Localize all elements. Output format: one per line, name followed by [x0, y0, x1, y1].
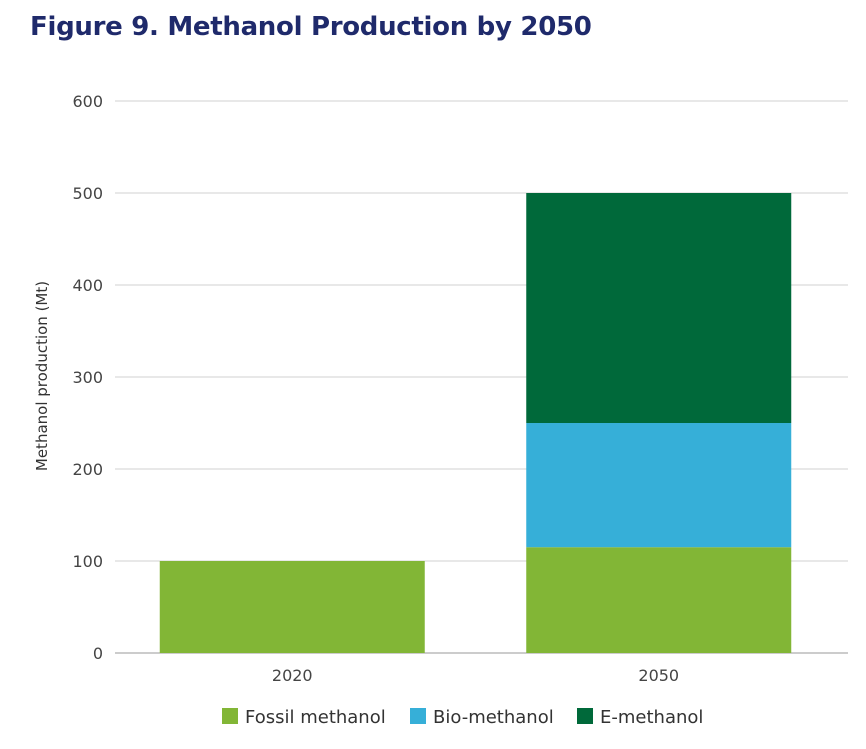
bar-bio-methanol-2050	[526, 423, 792, 548]
y-tick-label: 100	[72, 552, 103, 571]
y-tick-label: 200	[72, 460, 103, 479]
bar-fossil-methanol-2020	[159, 561, 425, 653]
legend-label: Fossil methanol	[245, 707, 386, 728]
legend-swatch	[410, 708, 426, 724]
bar-fossil-methanol-2050	[526, 547, 792, 653]
legend-swatch	[577, 708, 593, 724]
y-axis-ticks: 0 100 200 300 400 500 600	[72, 92, 103, 663]
legend-label: E-methanol	[600, 707, 703, 728]
legend-swatch	[222, 708, 238, 724]
x-axis-ticks: 2020 2050	[272, 666, 679, 685]
y-tick-label: 500	[72, 184, 103, 203]
bar-e-methanol-2050	[526, 193, 792, 423]
y-axis-label: Methanol production (Mt)	[33, 281, 51, 471]
chart-title: Figure 9. Methanol Production by 2050	[30, 12, 592, 42]
x-tick-label: 2050	[638, 666, 679, 685]
legend: Fossil methanol Bio-methanol E-methanol	[222, 707, 703, 728]
y-tick-label: 0	[93, 644, 103, 663]
y-tick-label: 600	[72, 92, 103, 111]
y-tick-label: 300	[72, 368, 103, 387]
legend-label: Bio-methanol	[433, 707, 554, 728]
bars	[159, 193, 792, 653]
x-tick-label: 2020	[272, 666, 313, 685]
y-tick-label: 400	[72, 276, 103, 295]
